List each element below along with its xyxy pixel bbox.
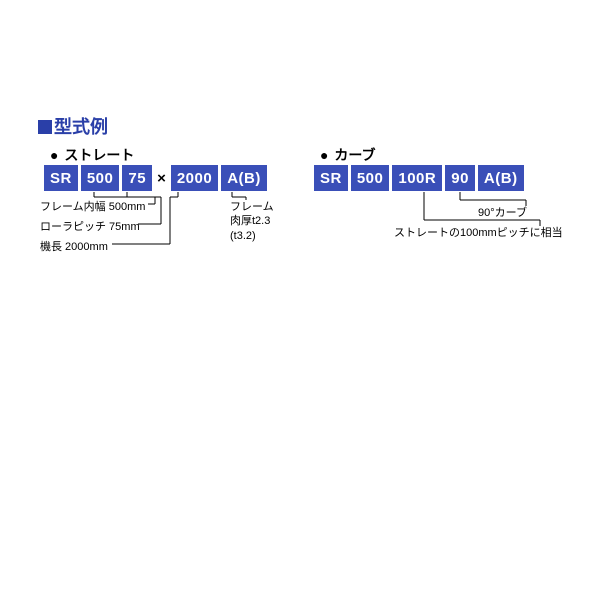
code-chip: A(B) bbox=[478, 165, 524, 191]
straight-code-row: SR50075×2000A(B) bbox=[44, 165, 267, 191]
annotation-note: 機長 2000mm bbox=[40, 240, 108, 254]
annotation-note: ストレートの100mmピッチに相当 bbox=[394, 226, 563, 240]
section-title: 型式例 bbox=[38, 113, 108, 139]
code-chip: SR bbox=[314, 165, 348, 191]
annotation-note: フレーム内幅 500mm bbox=[40, 200, 145, 214]
code-chip: 100R bbox=[392, 165, 442, 191]
straight-subheading-text: ストレート bbox=[64, 147, 134, 163]
title-text: 型式例 bbox=[54, 117, 108, 137]
separator: × bbox=[155, 170, 168, 187]
code-chip: 500 bbox=[81, 165, 120, 191]
curve-subheading-text: カーブ bbox=[334, 147, 375, 163]
code-chip: A(B) bbox=[221, 165, 267, 191]
curve-code-row: SR500100R90A(B) bbox=[314, 165, 524, 191]
code-chip: 90 bbox=[445, 165, 475, 191]
straight-subheading: ストレート bbox=[50, 145, 134, 165]
code-chip: 500 bbox=[351, 165, 390, 191]
annotation-note: フレーム肉厚t2.3(t3.2) bbox=[230, 200, 274, 243]
title-square-icon bbox=[38, 120, 52, 134]
code-chip: 2000 bbox=[171, 165, 218, 191]
code-chip: 75 bbox=[122, 165, 152, 191]
leader-lines bbox=[0, 0, 600, 600]
annotation-note: 90°カーブ bbox=[478, 206, 527, 220]
curve-subheading: カーブ bbox=[320, 145, 376, 165]
annotation-note: ローラピッチ 75mm bbox=[40, 220, 140, 234]
code-chip: SR bbox=[44, 165, 78, 191]
model-code-diagram: 型式例 ストレート カーブ SR50075×2000A(B) SR500100R… bbox=[0, 0, 600, 600]
